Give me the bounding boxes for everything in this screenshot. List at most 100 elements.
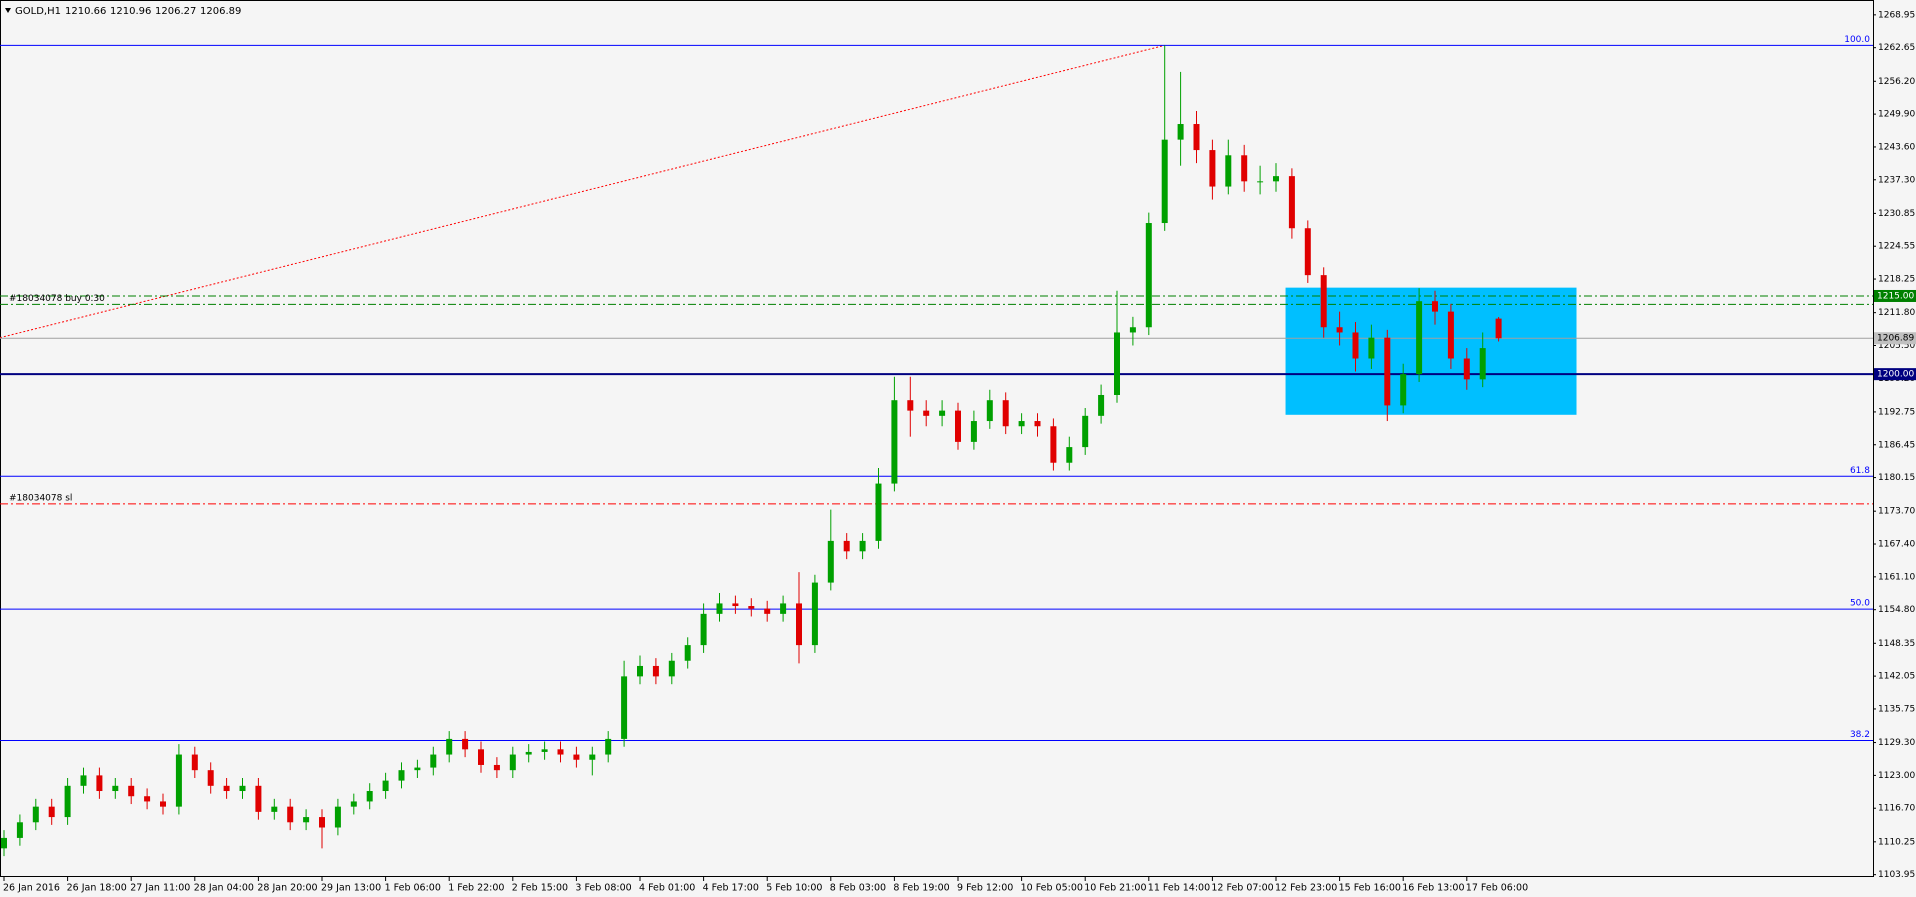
x-tick-label: 10 Feb 05:00 — [1021, 883, 1083, 894]
x-tick-label: 16 Feb 13:00 — [1402, 883, 1464, 894]
y-tick-label: 1167.40 — [1878, 540, 1915, 550]
x-tick-label: 11 Feb 14:00 — [1148, 883, 1210, 894]
y-tick-label: 1180.15 — [1878, 473, 1915, 483]
candle-body — [1066, 447, 1073, 463]
candle-body — [1050, 426, 1057, 463]
header-close: 1206.89 — [200, 6, 241, 17]
candle-body — [1, 837, 7, 849]
candle-body — [907, 400, 914, 411]
candle-body — [1114, 332, 1120, 395]
candle-body — [112, 785, 119, 792]
candle-body — [1161, 139, 1168, 224]
level-label: #18034078 sl — [9, 493, 72, 503]
y-tick-label: 1205.50 — [1878, 341, 1915, 351]
x-tick-label: 1 Feb 06:00 — [385, 883, 441, 894]
y-tick-label: 1129.30 — [1878, 738, 1915, 748]
candle-body — [366, 791, 373, 802]
candle-body — [430, 754, 437, 768]
candle-body — [780, 603, 787, 614]
candle-body — [1082, 415, 1089, 448]
candle-body — [859, 540, 866, 552]
x-tick-label: 28 Jan 20:00 — [257, 883, 317, 894]
x-tick-label: 12 Feb 07:00 — [1211, 883, 1273, 894]
candle-body — [303, 817, 310, 823]
x-tick-label: 4 Feb 01:00 — [639, 883, 695, 894]
trend-line — [0, 44, 1165, 339]
chart-title: GOLD,H1 — [15, 6, 61, 17]
candle-body — [255, 785, 262, 812]
y-tick-label: 1237.30 — [1878, 175, 1915, 185]
candle-body — [1432, 301, 1438, 312]
x-tick-label: 10 Feb 21:00 — [1084, 883, 1146, 894]
zone-rectangle — [1285, 287, 1577, 415]
y-tick-label: 1256.20 — [1878, 77, 1915, 87]
x-tick-label: 4 Feb 17:00 — [703, 883, 759, 894]
level-label: 61.8 — [1850, 466, 1870, 476]
level-label: 100.0 — [1844, 35, 1870, 45]
candle-body — [32, 806, 39, 823]
candle-body — [1018, 421, 1025, 427]
candle-body — [589, 754, 596, 760]
candle-body — [334, 806, 341, 828]
candle-body — [271, 806, 278, 812]
candle-body — [1034, 421, 1041, 427]
level-label: #18034078 buy 0.30 — [9, 294, 105, 304]
candle-body — [382, 780, 389, 792]
candle-body — [637, 665, 643, 677]
candle-body — [1400, 374, 1407, 406]
candle-body — [573, 754, 580, 760]
bid-tag-label: 1206.89 — [1877, 334, 1914, 344]
candle-body — [1384, 337, 1391, 406]
candle-body — [652, 665, 659, 677]
candle-body — [605, 738, 612, 755]
candle-body — [191, 754, 198, 771]
candle-body — [1241, 155, 1248, 182]
price-tag-label: 1215.00 — [1877, 291, 1914, 301]
menu-arrow — [5, 8, 11, 13]
candle-body — [207, 770, 214, 786]
header-low: 1206.27 — [155, 6, 196, 17]
candle-body — [668, 660, 675, 677]
candle-body — [1352, 332, 1359, 359]
candle-body — [891, 400, 898, 484]
x-tick-label: 3 Feb 08:00 — [575, 883, 631, 894]
candle-body — [1209, 150, 1216, 187]
price-tag — [1874, 368, 1916, 381]
y-tick-label: 1211.80 — [1878, 308, 1915, 318]
candle-body — [287, 806, 294, 823]
candle-body — [1368, 337, 1375, 359]
y-tick-label: 1173.70 — [1878, 507, 1915, 517]
x-tick-label: 15 Feb 16:00 — [1339, 883, 1401, 894]
y-tick-label: 1243.60 — [1878, 142, 1915, 152]
candle-body — [1304, 228, 1311, 276]
candle-body — [350, 801, 357, 807]
candle-body — [48, 806, 55, 818]
candle-body — [446, 738, 453, 755]
x-tick-label: 12 Feb 23:00 — [1275, 883, 1337, 894]
candle-body — [939, 410, 946, 416]
x-tick-label: 5 Feb 10:00 — [766, 883, 822, 894]
header-open: 1210.66 — [65, 6, 106, 17]
candle-body — [96, 775, 103, 792]
candle-body — [1336, 327, 1343, 333]
y-tick-label: 1186.45 — [1878, 440, 1915, 450]
candle-body — [239, 785, 246, 792]
y-tick-label: 1123.00 — [1878, 771, 1915, 781]
candle-body — [64, 785, 71, 818]
y-tick-label: 1218.25 — [1878, 275, 1915, 285]
candle-body — [16, 822, 23, 838]
candle-body — [986, 400, 993, 422]
header-high: 1210.96 — [110, 6, 151, 17]
y-tick-label: 1148.35 — [1878, 639, 1915, 649]
candle-body — [684, 645, 691, 661]
candle-body — [955, 410, 961, 442]
candle-body — [175, 754, 182, 807]
y-tick-label: 1268.95 — [1878, 10, 1915, 20]
candle-body — [1288, 176, 1295, 229]
candle-body — [796, 603, 802, 646]
level-label: 50.0 — [1850, 599, 1870, 609]
candle-body — [923, 410, 930, 416]
candle-body — [1273, 176, 1279, 182]
bid-tag — [1874, 332, 1916, 345]
